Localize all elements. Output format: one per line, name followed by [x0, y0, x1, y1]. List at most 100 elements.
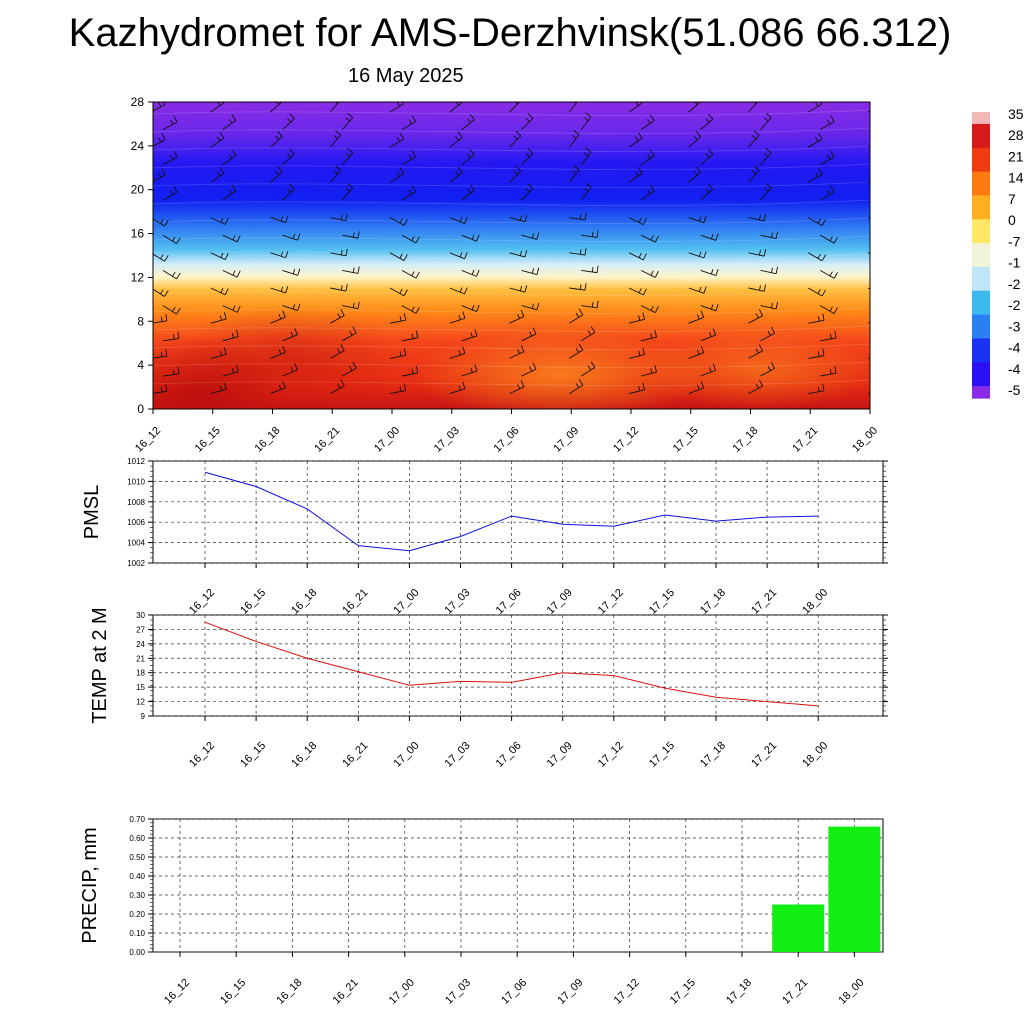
wind-barb-feather — [817, 316, 820, 322]
wind-barb-feather — [519, 250, 523, 256]
y-tick-label: 1004 — [127, 539, 145, 548]
y-tick-label: 16 — [131, 227, 145, 241]
wind-barb-feather — [464, 252, 468, 259]
y-tick-label: 28 — [131, 95, 145, 109]
wind-barb — [342, 361, 357, 377]
colorbar-label: -3 — [1008, 318, 1021, 334]
wind-barb — [808, 132, 823, 148]
wind-barb — [509, 165, 522, 183]
wind-barb-feather — [591, 266, 594, 273]
wind-barb-shaft — [640, 234, 656, 243]
colorbar-cell — [972, 237, 990, 244]
wind-barb-feather — [650, 333, 653, 339]
wind-barb — [210, 252, 229, 260]
wind-barb-feather — [585, 147, 592, 153]
wind-barb-shaft — [880, 371, 895, 376]
wind-barb — [748, 309, 764, 324]
wind-barb — [509, 380, 525, 395]
wind-barb-feather — [399, 253, 403, 259]
wind-barb-shaft — [449, 353, 466, 359]
wind-barb-feather — [411, 150, 417, 157]
wind-barb-feather — [357, 231, 360, 239]
wind-barb — [270, 130, 283, 148]
y-tick-label: 12 — [131, 270, 145, 284]
wind-barb-feather — [650, 270, 654, 276]
y-tick-label: 1012 — [127, 457, 145, 466]
wind-barb-shaft — [342, 332, 357, 342]
wind-barb — [210, 312, 227, 324]
wind-barb-feather — [710, 304, 714, 310]
x-tick-label: 17_06 — [494, 587, 524, 617]
wind-barb — [389, 383, 407, 395]
wind-barb-feather — [411, 333, 414, 339]
contour-line — [153, 253, 870, 260]
wind-barb-feather — [333, 135, 338, 140]
wind-barb-feather — [830, 150, 835, 158]
wind-barb-shaft — [330, 350, 345, 359]
wind-barb — [760, 326, 776, 342]
wind-barb-feather — [337, 383, 341, 389]
x-tick-label: 17_21 — [749, 740, 779, 770]
wind-barb — [640, 114, 655, 130]
wind-barb — [270, 250, 289, 259]
wind-barb — [449, 131, 463, 148]
wind-barb-feather — [771, 302, 773, 309]
contour-line — [153, 235, 870, 242]
colorbar-cell — [972, 189, 990, 197]
colorbar-cell — [972, 362, 990, 369]
wind-barb-shaft — [509, 135, 522, 148]
wind-barb-feather — [829, 236, 833, 242]
wind-barb-feather — [525, 188, 530, 193]
wind-barb — [153, 349, 168, 359]
wind-barb-feather — [399, 316, 402, 322]
wind-barb-shaft — [162, 270, 177, 280]
wind-barb-feather — [529, 331, 533, 337]
wind-barb-shaft — [329, 102, 340, 113]
wind-barb — [222, 234, 241, 243]
wind-barb-feather — [820, 102, 823, 105]
y-tick-label: 8 — [137, 314, 144, 328]
wind-barb-feather — [476, 304, 480, 312]
wind-barb-feather — [231, 184, 237, 192]
wind-barb-feather — [531, 233, 535, 239]
y-tick-label: 0.60 — [129, 834, 145, 843]
wind-barb-feather — [638, 315, 641, 321]
wind-barb-feather — [170, 154, 174, 160]
wind-barb — [820, 150, 835, 166]
x-tick-label: 17_15 — [647, 587, 677, 617]
y-tick-label: 18 — [136, 669, 145, 678]
wind-barb-shaft — [700, 153, 714, 166]
y-tick-label: 0.30 — [129, 891, 145, 900]
wind-barb-shaft — [449, 102, 463, 113]
wind-barb — [270, 102, 283, 113]
wind-barb-feather — [345, 284, 348, 292]
wind-barb — [270, 345, 286, 359]
wind-barb-feather — [763, 187, 769, 193]
colorbar-label: 14 — [1008, 170, 1024, 186]
x-tick-label: 17_18 — [724, 977, 754, 1007]
wind-barb-feather — [517, 384, 521, 390]
wind-barb — [341, 147, 354, 166]
wind-barb-feather — [457, 131, 463, 138]
x-tick-label: 17_21 — [780, 977, 810, 1007]
wind-barb-feather — [280, 251, 284, 257]
wind-barb-feather — [352, 326, 357, 334]
heatmap-warm-region — [640, 330, 870, 409]
wind-barb-feather — [455, 102, 459, 106]
wind-barb-feather — [340, 344, 345, 351]
wind-barb-feather — [335, 130, 342, 136]
wind-barb — [628, 312, 645, 324]
y-axis-label: PMSL — [81, 485, 103, 539]
wind-barb-feather — [236, 270, 241, 278]
wind-barb-feather — [403, 313, 407, 321]
wind-barb — [820, 305, 838, 314]
wind-barb-shaft — [748, 252, 765, 257]
wind-barb-shaft — [461, 370, 478, 377]
wind-barb — [282, 148, 295, 166]
wind-barb-shaft — [808, 287, 823, 297]
wind-barb-feather — [216, 171, 221, 177]
wind-barb — [329, 130, 342, 148]
wind-barb-feather — [292, 268, 296, 275]
wind-barb-feather — [459, 216, 463, 222]
wind-barb — [880, 150, 893, 165]
